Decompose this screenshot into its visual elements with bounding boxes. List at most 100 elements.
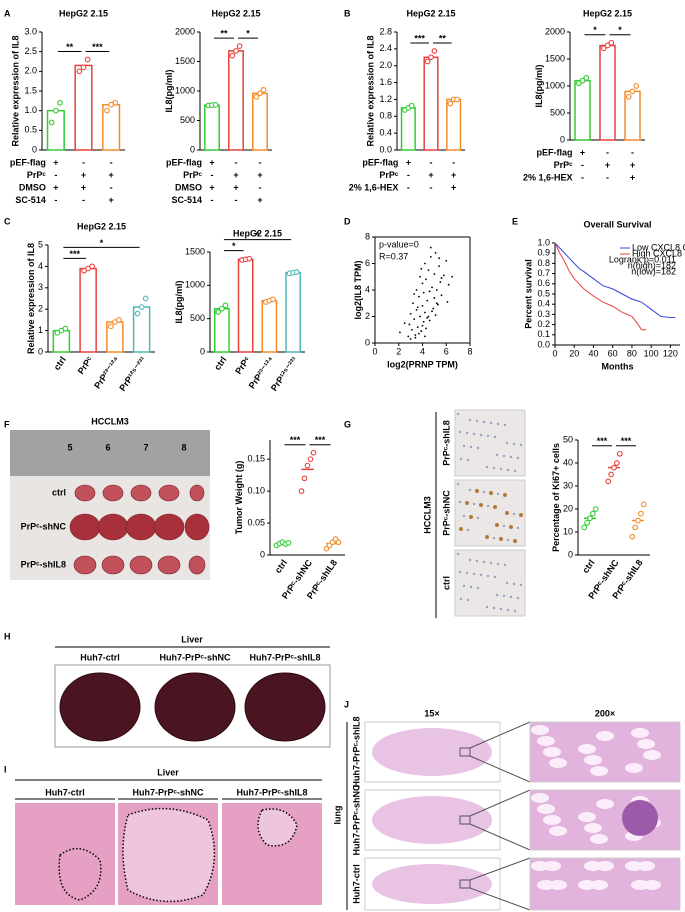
condition-mark: -	[54, 170, 57, 180]
nucleus	[506, 468, 510, 472]
condition-label: PrPᶜ	[379, 170, 399, 180]
nucleus	[512, 442, 516, 446]
scatter-point	[410, 328, 413, 331]
y-tick-label: 0.9	[537, 248, 550, 258]
alveolus	[643, 750, 661, 760]
significance-label: *	[593, 25, 597, 35]
ruler	[10, 430, 210, 476]
condition-label: DMSO	[175, 182, 202, 192]
nucleus	[509, 525, 513, 529]
scatter-point	[440, 294, 443, 297]
data-point	[616, 450, 623, 457]
data-point	[447, 100, 454, 107]
condition-mark: +	[428, 170, 433, 180]
column-label: Huh7-ctrl	[45, 787, 85, 797]
data-point	[80, 64, 87, 71]
row-label: PrPᶜ-shIL8	[21, 559, 66, 569]
nucleus	[466, 458, 470, 462]
scatter-point	[435, 289, 438, 291]
column-label: 200×	[595, 708, 615, 718]
x-tick-label: 40	[588, 348, 598, 358]
data-point	[219, 305, 225, 312]
condition-mark: -	[259, 157, 262, 167]
condition-mark: -	[581, 172, 584, 182]
nucleus	[476, 446, 480, 450]
nucleus	[492, 466, 496, 470]
nucleus	[485, 465, 489, 469]
tumor-outline	[58, 847, 102, 901]
y-tick-label: 0	[560, 134, 565, 144]
condition-label: SC-514	[171, 195, 202, 205]
condition-mark: +	[257, 170, 262, 180]
nucleus	[495, 453, 499, 457]
scatter-point	[407, 335, 410, 338]
y-axis-label: Relative expression of IL8	[26, 243, 36, 354]
data-point	[48, 119, 55, 126]
survival-curve	[554, 242, 647, 331]
nucleus	[469, 585, 473, 589]
group-label: lung	[332, 806, 342, 825]
condition-label: SC-514	[15, 195, 46, 205]
scatter-point	[429, 255, 432, 258]
scatter-point	[445, 259, 448, 262]
y-tick-label: 1.0	[24, 105, 37, 115]
data-point	[335, 539, 342, 546]
y-tick-label: 10	[563, 526, 573, 536]
scatter-point	[418, 332, 420, 335]
alveolus	[596, 799, 614, 809]
y-tick-label: 0.0	[379, 144, 392, 154]
ihc-image	[454, 549, 526, 617]
scatter-point	[416, 326, 419, 328]
alveolus	[596, 731, 614, 741]
nucleus	[482, 560, 486, 564]
data-point	[89, 263, 95, 270]
scatter-point	[415, 308, 418, 311]
nucleus	[469, 515, 473, 519]
scatter-point	[433, 297, 436, 299]
y-tick-label: 1.2	[379, 94, 392, 104]
scatter-point	[420, 330, 423, 332]
nucleus	[462, 514, 466, 518]
tumor	[188, 555, 206, 575]
scatter-point	[439, 281, 442, 283]
bar	[46, 109, 65, 151]
data-point	[307, 456, 314, 463]
nucleus	[495, 593, 499, 597]
nucleus	[516, 596, 520, 600]
y-tick-label: 20	[563, 503, 573, 513]
y-tick-label: 4	[38, 261, 43, 271]
y-tick-label: 0.15	[247, 454, 265, 464]
y-tick-label: 2.5	[24, 46, 37, 56]
panel-letter: F	[4, 419, 10, 429]
panel-letter: J	[344, 699, 349, 709]
condition-label: DMSO	[19, 182, 46, 192]
data-point	[270, 296, 276, 303]
column-label: Huh7-PrPᶜ-shNC	[160, 652, 231, 662]
alveolus	[549, 758, 567, 768]
nucleus	[519, 513, 523, 517]
ruler-number: 8	[181, 442, 186, 452]
nucleus	[502, 454, 506, 458]
nucleus	[495, 523, 499, 527]
data-point	[579, 77, 586, 84]
alveolus	[578, 744, 596, 754]
y-axis-label: Tumor Weight (g)	[234, 461, 244, 535]
nucleus	[458, 570, 462, 574]
data-point	[604, 42, 611, 49]
nucleus	[479, 503, 483, 507]
x-tick-label: PrP¹²⁵⁻²³¹	[117, 355, 148, 393]
data-point	[229, 52, 236, 59]
chart-title: HepG2 2.15	[59, 8, 108, 18]
y-tick-label: 3	[38, 282, 43, 292]
nucleus	[486, 504, 490, 508]
data-point	[212, 102, 219, 108]
nucleus	[489, 491, 493, 495]
panel-letter: H	[4, 631, 11, 641]
liver	[154, 672, 236, 742]
y-tick-label: 1500	[545, 53, 565, 63]
y-tick-label: 0.2	[537, 319, 550, 329]
scatter-point	[447, 283, 450, 286]
y-tick-label: 2	[365, 311, 370, 321]
data-point	[608, 471, 614, 478]
zoom-line	[469, 721, 531, 749]
